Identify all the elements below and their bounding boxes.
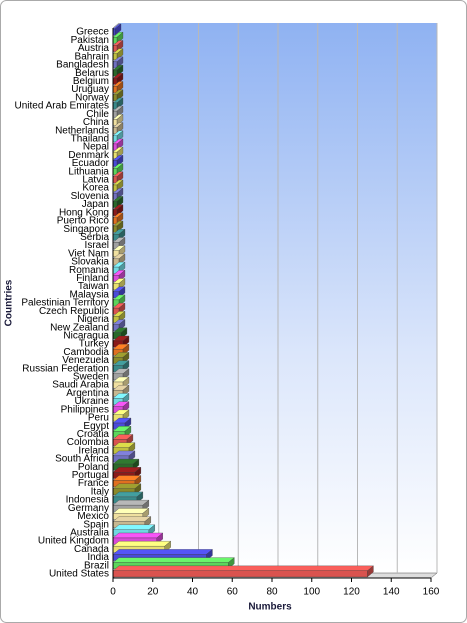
- y-tick-label: Sweden: [73, 372, 109, 383]
- y-tick-label: Bangladesh: [56, 60, 109, 71]
- y-tick-label: Uruguay: [71, 84, 109, 95]
- y-tick-label: Serbia: [80, 232, 109, 243]
- y-tick-label: Bahrain: [75, 51, 109, 62]
- x-tick-label: 20: [147, 587, 159, 598]
- y-tick-label: Ecuador: [72, 158, 110, 169]
- y-tick-label: Slovenia: [71, 191, 110, 202]
- x-tick-label: 0: [110, 587, 116, 598]
- y-tick-label: Israel: [85, 240, 109, 251]
- y-tick-label: United Arab Emirates: [15, 101, 110, 112]
- x-tick-label: 120: [343, 587, 360, 598]
- y-tick-label: Brazil: [84, 560, 109, 571]
- y-tick-label: Slovakia: [71, 257, 109, 268]
- y-tick-label: Finland: [76, 273, 109, 284]
- y-tick-label: Philippines: [61, 404, 109, 415]
- y-tick-label: Nepal: [83, 142, 109, 153]
- x-tick-label: 40: [187, 587, 199, 598]
- y-tick-label: Egypt: [83, 421, 109, 432]
- y-tick-label: Singapore: [63, 224, 109, 235]
- y-tick-label: Germany: [68, 503, 109, 514]
- y-tick-label: Ireland: [78, 445, 109, 456]
- y-tick-label: Palestinian Territory: [21, 298, 109, 309]
- y-tick-label: Netherlands: [55, 125, 109, 136]
- bar: [112, 570, 368, 578]
- x-tick-label: 140: [383, 587, 400, 598]
- y-tick-label: Czech Republic: [39, 306, 109, 317]
- x-axis-title: Numbers: [248, 602, 292, 613]
- y-tick-label: India: [87, 552, 109, 563]
- y-tick-label: Peru: [88, 413, 109, 424]
- y-tick-label: Denmark: [68, 150, 110, 161]
- bar-top: [112, 541, 172, 547]
- y-tick-label: France: [78, 478, 110, 489]
- y-tick-label: Malaysia: [70, 289, 110, 300]
- y-tick-label: Hong Kong: [59, 207, 109, 218]
- bars: [112, 23, 374, 578]
- y-tick-label: United States: [49, 569, 109, 580]
- y-tick-label: Greece: [76, 27, 109, 38]
- y-tick-label: Portugal: [72, 470, 109, 481]
- y-tick-label: Poland: [78, 462, 109, 473]
- bar-top: [112, 499, 150, 506]
- y-axis-title: Countries: [4, 279, 15, 326]
- y-tick-label: New Zealand: [50, 322, 109, 333]
- y-tick-label: Thailand: [71, 133, 109, 144]
- y-tick-label: Indonesia: [66, 495, 110, 506]
- y-tick-label: Romania: [69, 265, 109, 276]
- y-tick-label: Viet Nam: [68, 248, 109, 259]
- y-tick-label: Mexico: [77, 511, 109, 522]
- y-tick-label: Turkey: [79, 339, 109, 350]
- y-tick-label: Colombia: [67, 437, 110, 448]
- y-tick-label: Korea: [82, 183, 109, 194]
- y-tick-label: Taiwan: [78, 281, 109, 292]
- y-tick-label: South Africa: [55, 454, 109, 465]
- y-tick-label: Norway: [75, 92, 109, 103]
- y-tick-label: Puerto Rico: [57, 216, 110, 227]
- y-tick-label: Chile: [86, 109, 109, 120]
- y-tick-label: Nicaragua: [63, 330, 109, 341]
- x-tick-label: 100: [303, 587, 320, 598]
- bar-top: [112, 549, 213, 555]
- y-tick-label: Ukraine: [75, 396, 110, 407]
- y-tick-label: China: [83, 117, 110, 128]
- x-tick-label: 80: [266, 587, 278, 598]
- x-tick-label: 160: [423, 587, 440, 598]
- bar-top: [112, 532, 164, 539]
- y-tick-label: Japan: [82, 199, 109, 210]
- y-tick-label: Nigeria: [77, 314, 109, 325]
- x-tick-label: 60: [227, 587, 239, 598]
- y-tick-label: Venezuela: [62, 355, 109, 366]
- y-tick-label: Latvia: [82, 175, 109, 186]
- bar-top: [112, 565, 374, 571]
- y-tick-label: Russian Federation: [22, 363, 109, 374]
- y-tick-label: Saudi Arabia: [52, 380, 109, 391]
- y-tick-label: Spain: [83, 519, 109, 530]
- y-tick-label: Lithuania: [68, 166, 109, 177]
- y-tick-label: Pakistan: [71, 35, 109, 46]
- bar-top: [112, 516, 152, 522]
- y-tick-label: Croatia: [77, 429, 110, 440]
- y-tick-label: United Kingdom: [38, 536, 109, 547]
- bar-top: [112, 557, 235, 563]
- y-tick-label: Austria: [78, 43, 110, 54]
- y-tick-label: Belgium: [73, 76, 109, 87]
- y-tick-label: Cambodia: [63, 347, 109, 358]
- y-tick-label: Italy: [91, 486, 109, 497]
- bar-top: [112, 508, 150, 514]
- y-tick-label: Australia: [70, 527, 109, 538]
- y-tick-label: Argentina: [66, 388, 109, 399]
- y-tick-label: Belarus: [75, 68, 109, 79]
- y-tick-label: Canada: [74, 544, 109, 555]
- bar-top: [112, 524, 156, 530]
